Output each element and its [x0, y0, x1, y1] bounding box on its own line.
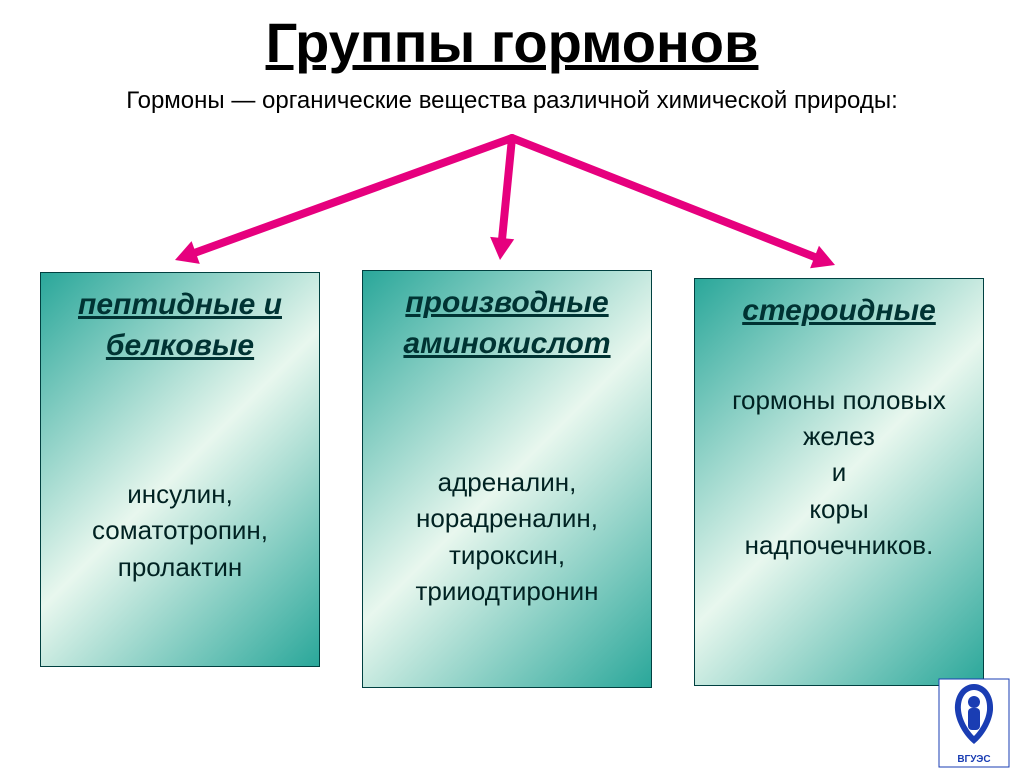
category-body-line: трииодтиронин — [373, 573, 641, 609]
category-title-0: пептидные и белковые — [51, 285, 309, 366]
category-body-line: норадреналин, — [373, 500, 641, 536]
category-body-line: инсулин, — [51, 476, 309, 512]
category-body-line: адреналин, — [373, 464, 641, 500]
category-box-1: производные аминокислот адреналин,норадре… — [362, 270, 652, 688]
category-title-2: стероидные — [705, 291, 973, 332]
category-body-line: пролактин — [51, 549, 309, 585]
university-logo: ВГУЭС — [938, 678, 1010, 768]
category-body-2: гормоны половыхжелезикорынадпочечников. — [705, 382, 973, 564]
page-subtitle: Гормоны — органические вещества различно… — [0, 87, 1024, 115]
category-box-2: стероидные гормоны половыхжелезикорынадпо… — [694, 278, 984, 686]
arrow-head-2 — [810, 246, 835, 269]
category-body-line: тироксин, — [373, 537, 641, 573]
category-body-line: соматотропин, — [51, 512, 309, 548]
category-body-0: инсулин,соматотропин,пролактин — [51, 476, 309, 585]
category-body-line: коры — [705, 491, 973, 527]
arrow-line-1 — [501, 138, 512, 247]
category-body-line: гормоны половых — [705, 382, 973, 418]
category-box-0: пептидные и белковые инсулин,соматотропи… — [40, 272, 320, 667]
page-title: Группы гормонов — [0, 10, 1024, 75]
category-title-1: производные аминокислот — [373, 283, 641, 364]
category-body-line: желез — [705, 418, 973, 454]
category-body-line: и — [705, 454, 973, 490]
arrow-head-1 — [490, 237, 514, 260]
arrow-line-2 — [512, 138, 823, 260]
logo-text: ВГУЭС — [957, 754, 990, 765]
category-body-line: надпочечников. — [705, 527, 973, 563]
arrow-head-0 — [175, 241, 200, 264]
category-body-1: адреналин,норадреналин,тироксин,трииодти… — [373, 464, 641, 610]
arrow-line-0 — [187, 138, 512, 256]
